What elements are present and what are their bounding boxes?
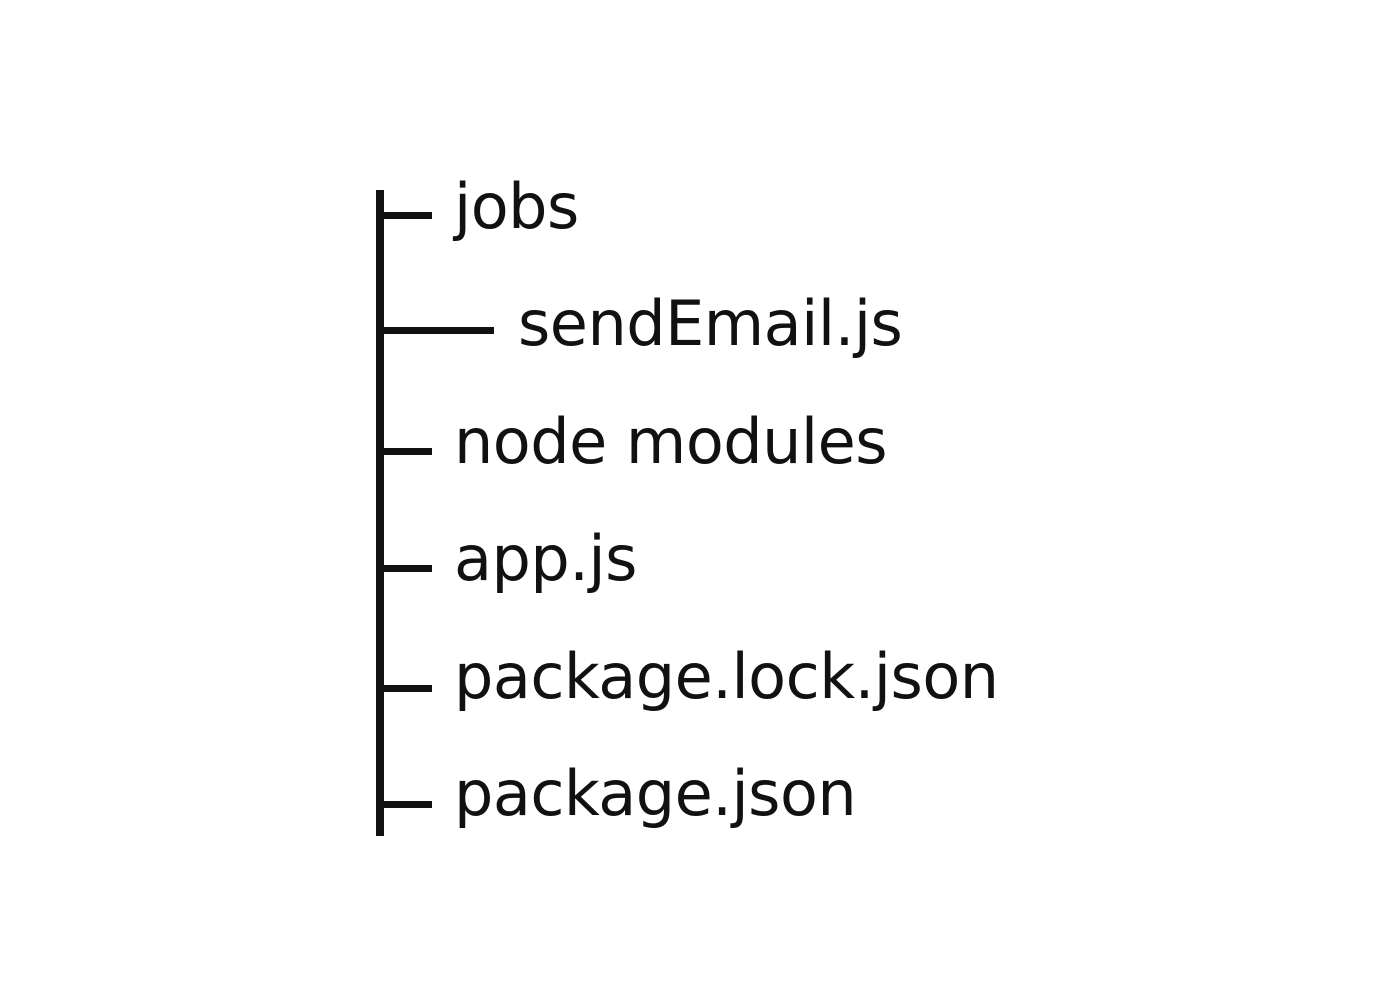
tree-item-package-lock-json[interactable]: package.lock.json: [454, 640, 999, 713]
tree-item-send-email-js[interactable]: sendEmail.js: [518, 287, 903, 360]
tree-item-package-json[interactable]: package.json: [454, 757, 857, 830]
branch-line-package-json: [376, 801, 432, 808]
tree-trunk-line: [376, 190, 384, 836]
branch-line-send-email: [376, 327, 494, 334]
tree-item-jobs[interactable]: jobs: [454, 170, 579, 243]
branch-line-app-js: [376, 565, 432, 572]
branch-line-node-modules: [376, 448, 432, 455]
tree-item-node-modules[interactable]: node modules: [454, 405, 888, 478]
tree-item-app-js[interactable]: app.js: [454, 522, 637, 595]
branch-line-package-lock-json: [376, 685, 432, 692]
branch-line-jobs: [376, 212, 432, 219]
